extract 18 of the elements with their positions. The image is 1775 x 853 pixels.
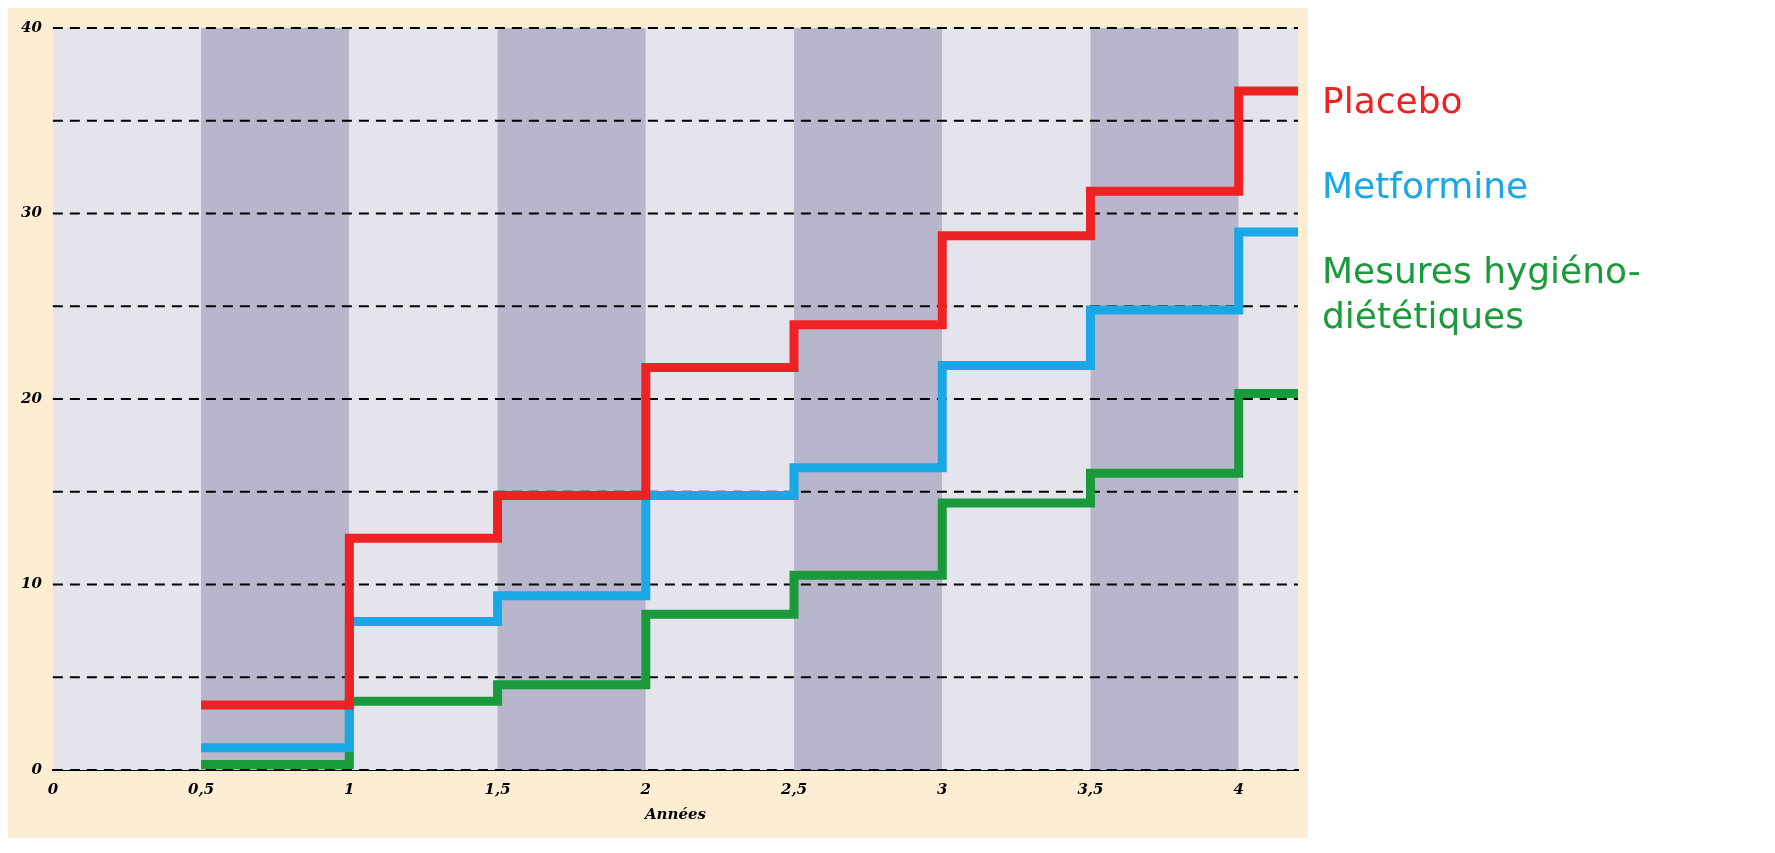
x-tick-label: 0,5 — [188, 779, 215, 798]
y-tick-label: 30 — [21, 203, 43, 222]
series-label: Mesures hygiéno-diététiques — [1322, 249, 1642, 338]
x-tick-label: 1,5 — [484, 779, 511, 798]
y-tick-label: 20 — [20, 388, 43, 407]
y-tick-label: 40 — [21, 17, 43, 36]
y-tick-label: 0 — [31, 759, 43, 778]
x-tick-label: 2 — [639, 779, 652, 798]
x-tick-label: 3 — [937, 779, 948, 798]
x-tick-label: 4 — [1233, 779, 1244, 798]
x-tick-label: 0 — [47, 779, 59, 798]
x-tick-label: 3,5 — [1077, 779, 1104, 798]
x-tick-label: 2,5 — [779, 779, 808, 798]
x-axis-title: Années — [642, 804, 707, 823]
y-tick-label: 10 — [21, 574, 43, 593]
x-tick-label: 1 — [344, 779, 355, 798]
series-label: Placebo — [1322, 79, 1464, 123]
series-label: Metformine — [1322, 164, 1530, 208]
